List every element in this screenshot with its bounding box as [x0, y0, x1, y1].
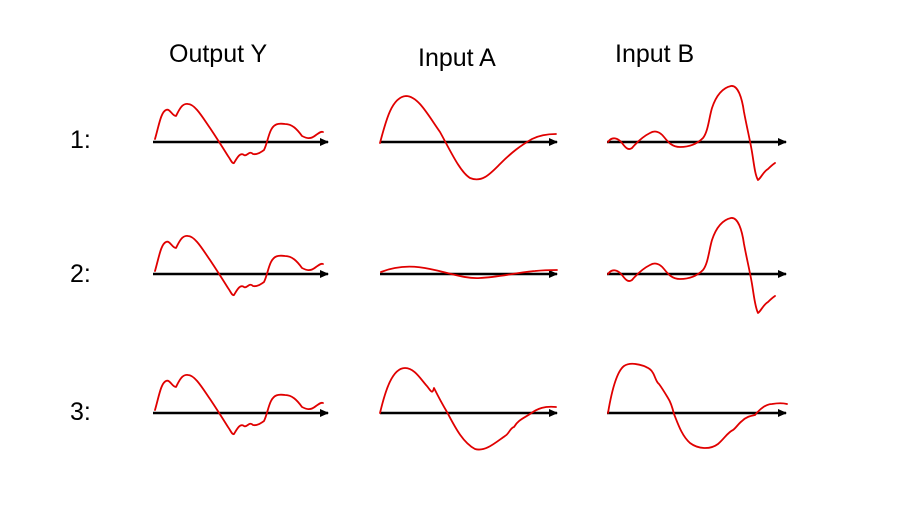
curve-row2-input-b [607, 217, 776, 314]
row-label-2: 2: [70, 260, 91, 288]
curve-row3-input-b [607, 362, 788, 449]
header-input-a: Input A [418, 44, 496, 72]
row-label-1: 1: [70, 126, 91, 154]
curve-row2-output-y [154, 235, 324, 297]
curve-row1-output-y [154, 103, 324, 165]
curve-row3-input-a [379, 367, 557, 451]
curve-row2-input-a [380, 265, 558, 279]
header-input-b: Input B [615, 40, 695, 68]
curve-row1-input-b [607, 85, 776, 181]
header-output-y: Output Y [169, 40, 268, 68]
curve-row1-input-a [379, 95, 557, 181]
row-label-3: 3: [70, 398, 91, 426]
curve-row3-output-y [154, 374, 324, 436]
